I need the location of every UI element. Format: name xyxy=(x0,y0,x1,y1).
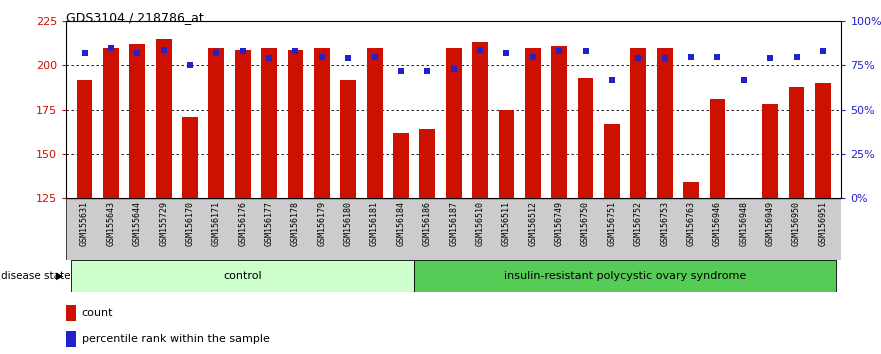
Bar xyxy=(656,48,672,198)
Point xyxy=(526,54,540,59)
Text: GSM155643: GSM155643 xyxy=(107,201,115,246)
Text: disease state: disease state xyxy=(1,271,70,281)
Text: GSM156171: GSM156171 xyxy=(212,201,221,246)
Bar xyxy=(393,133,409,198)
Point xyxy=(816,48,830,54)
Point xyxy=(394,68,408,74)
Point xyxy=(632,56,646,61)
Bar xyxy=(66,305,76,321)
Text: count: count xyxy=(82,308,113,318)
Bar xyxy=(130,44,145,198)
Text: GSM155729: GSM155729 xyxy=(159,201,168,246)
Point xyxy=(657,56,671,61)
Point xyxy=(262,56,276,61)
Bar xyxy=(340,80,356,198)
Text: GSM156510: GSM156510 xyxy=(476,201,485,246)
Bar xyxy=(414,260,836,292)
Point xyxy=(552,48,566,54)
Bar xyxy=(182,117,198,198)
Bar xyxy=(235,50,251,198)
Point xyxy=(236,48,250,54)
Bar xyxy=(103,48,119,198)
Point xyxy=(710,54,724,59)
Text: GSM156186: GSM156186 xyxy=(423,201,432,246)
Bar xyxy=(209,48,225,198)
Point xyxy=(473,47,487,52)
Text: GSM156512: GSM156512 xyxy=(529,201,537,246)
Bar xyxy=(419,129,435,198)
Point xyxy=(684,54,698,59)
Point xyxy=(367,54,381,59)
Text: ▶: ▶ xyxy=(56,271,63,281)
Bar xyxy=(815,83,831,198)
Text: GSM156763: GSM156763 xyxy=(686,201,695,246)
Point xyxy=(341,56,355,61)
Text: GSM156752: GSM156752 xyxy=(633,201,643,246)
Text: GSM156177: GSM156177 xyxy=(264,201,274,246)
Bar xyxy=(499,110,515,198)
Text: GSM156181: GSM156181 xyxy=(370,201,379,246)
Text: GSM156178: GSM156178 xyxy=(291,201,300,246)
Bar xyxy=(683,182,699,198)
Text: GSM156170: GSM156170 xyxy=(186,201,195,246)
Point xyxy=(447,66,461,72)
Point xyxy=(288,48,302,54)
Point xyxy=(104,45,118,51)
Point xyxy=(500,50,514,56)
Point xyxy=(78,50,92,56)
Bar xyxy=(552,46,567,198)
Text: GSM156511: GSM156511 xyxy=(502,201,511,246)
Text: GSM156948: GSM156948 xyxy=(739,201,748,246)
Text: GSM156180: GSM156180 xyxy=(344,201,352,246)
Bar xyxy=(525,48,541,198)
Text: GSM156753: GSM156753 xyxy=(660,201,670,246)
Bar xyxy=(314,48,329,198)
Text: GSM156184: GSM156184 xyxy=(396,201,405,246)
Bar xyxy=(77,80,93,198)
Text: GSM156176: GSM156176 xyxy=(238,201,248,246)
Text: GSM156951: GSM156951 xyxy=(818,201,827,246)
Text: percentile rank within the sample: percentile rank within the sample xyxy=(82,334,270,344)
Text: GSM156179: GSM156179 xyxy=(317,201,326,246)
Text: GSM156187: GSM156187 xyxy=(449,201,458,246)
Bar xyxy=(287,50,303,198)
Text: GSM156949: GSM156949 xyxy=(766,201,774,246)
Bar xyxy=(709,99,725,198)
Point xyxy=(789,54,803,59)
Text: GSM155631: GSM155631 xyxy=(80,201,89,246)
Text: GSM156749: GSM156749 xyxy=(555,201,564,246)
Text: GSM155644: GSM155644 xyxy=(133,201,142,246)
Point xyxy=(420,68,434,74)
Bar xyxy=(604,124,620,198)
Text: GDS3104 / 218786_at: GDS3104 / 218786_at xyxy=(66,11,204,24)
Bar xyxy=(71,260,414,292)
Bar xyxy=(446,48,462,198)
Bar xyxy=(472,42,488,198)
Point xyxy=(157,47,171,52)
Bar xyxy=(762,104,778,198)
Point xyxy=(315,54,329,59)
Bar xyxy=(578,78,594,198)
Text: GSM156946: GSM156946 xyxy=(713,201,722,246)
Text: control: control xyxy=(224,271,262,281)
Point xyxy=(579,48,593,54)
Point xyxy=(737,77,751,82)
Bar xyxy=(261,48,277,198)
Bar xyxy=(788,87,804,198)
Point xyxy=(130,50,144,56)
Point xyxy=(210,50,224,56)
Text: insulin-resistant polycystic ovary syndrome: insulin-resistant polycystic ovary syndr… xyxy=(504,271,746,281)
Point xyxy=(183,63,197,68)
Text: GSM156751: GSM156751 xyxy=(607,201,617,246)
Point xyxy=(763,56,777,61)
Text: GSM156950: GSM156950 xyxy=(792,201,801,246)
Bar xyxy=(66,331,76,347)
Text: GSM156750: GSM156750 xyxy=(581,201,590,246)
Bar xyxy=(156,39,172,198)
Bar xyxy=(631,48,647,198)
Bar xyxy=(366,48,382,198)
Point xyxy=(605,77,619,82)
